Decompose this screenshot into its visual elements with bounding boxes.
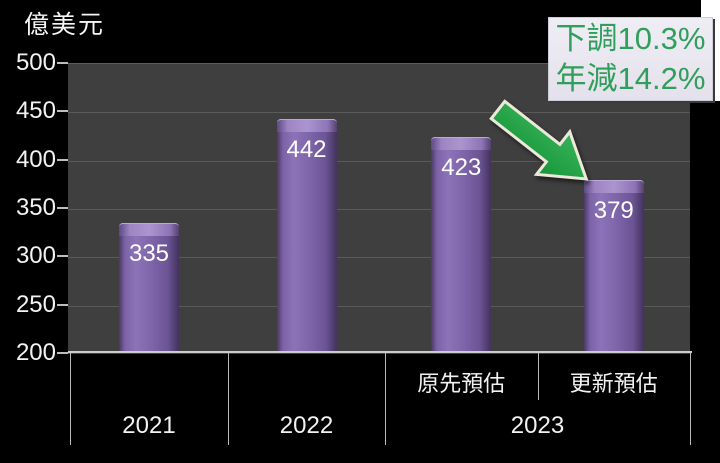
y-axis-tick-mark [57, 352, 68, 354]
bar-top-bevel [276, 119, 337, 133]
bar-2023 更新預估: 379 [583, 179, 644, 351]
x-axis-baseline [68, 351, 692, 353]
gridline [68, 209, 690, 210]
bar-2022: 442 [276, 119, 337, 351]
gridline [68, 305, 690, 307]
y-axis-tick-mark [57, 110, 68, 113]
category-separator [537, 353, 539, 400]
category-label: 2023 [510, 412, 565, 439]
category-separator [690, 353, 691, 445]
y-axis-tick-mark [57, 303, 68, 306]
bar-top-bevel [431, 137, 492, 151]
category-label: 2021 [122, 412, 176, 439]
bar-2021: 335 [119, 222, 179, 351]
bar-value-label: 379 [593, 196, 634, 224]
category-separator [228, 353, 229, 445]
down-right-arrow-icon [489, 99, 589, 181]
y-axis-tick-label: 350 [15, 194, 56, 221]
y-axis-unit-label: 億美元 [24, 11, 106, 39]
y-axis-tick-mark [57, 158, 68, 161]
annotation-line-2: 年減14.2% [555, 61, 706, 96]
category-label: 2022 [279, 412, 334, 439]
gridline [68, 257, 690, 259]
annotation-box: 下調10.3% 年減14.2% [548, 17, 713, 101]
category-label: 原先預估 [417, 371, 506, 396]
category-separator [385, 353, 386, 445]
gridline [68, 160, 690, 162]
y-axis-tick-label: 400 [15, 145, 56, 173]
annotation-line-1: 下調10.3% [555, 21, 706, 56]
y-axis-tick-mark [57, 62, 68, 64]
category-label: 更新預估 [569, 371, 658, 396]
category-separator [70, 353, 71, 445]
gridline [68, 112, 690, 114]
y-axis-tick-label: 500 [15, 49, 56, 76]
y-axis-tick-label: 250 [15, 290, 56, 318]
bar-value-label: 442 [286, 136, 327, 164]
bar-value-label: 335 [128, 239, 170, 267]
bar-value-label: 423 [441, 154, 482, 182]
y-axis-tick-label: 450 [15, 97, 56, 125]
y-axis-tick-mark [57, 207, 68, 209]
bar-top-bevel [119, 222, 179, 236]
y-axis-tick-mark [57, 255, 68, 258]
y-axis-tick-label: 200 [15, 339, 56, 366]
bar-top-bevel [583, 179, 644, 193]
bar-2023 原先預估: 423 [431, 137, 492, 351]
y-axis-tick-label: 300 [15, 242, 56, 270]
